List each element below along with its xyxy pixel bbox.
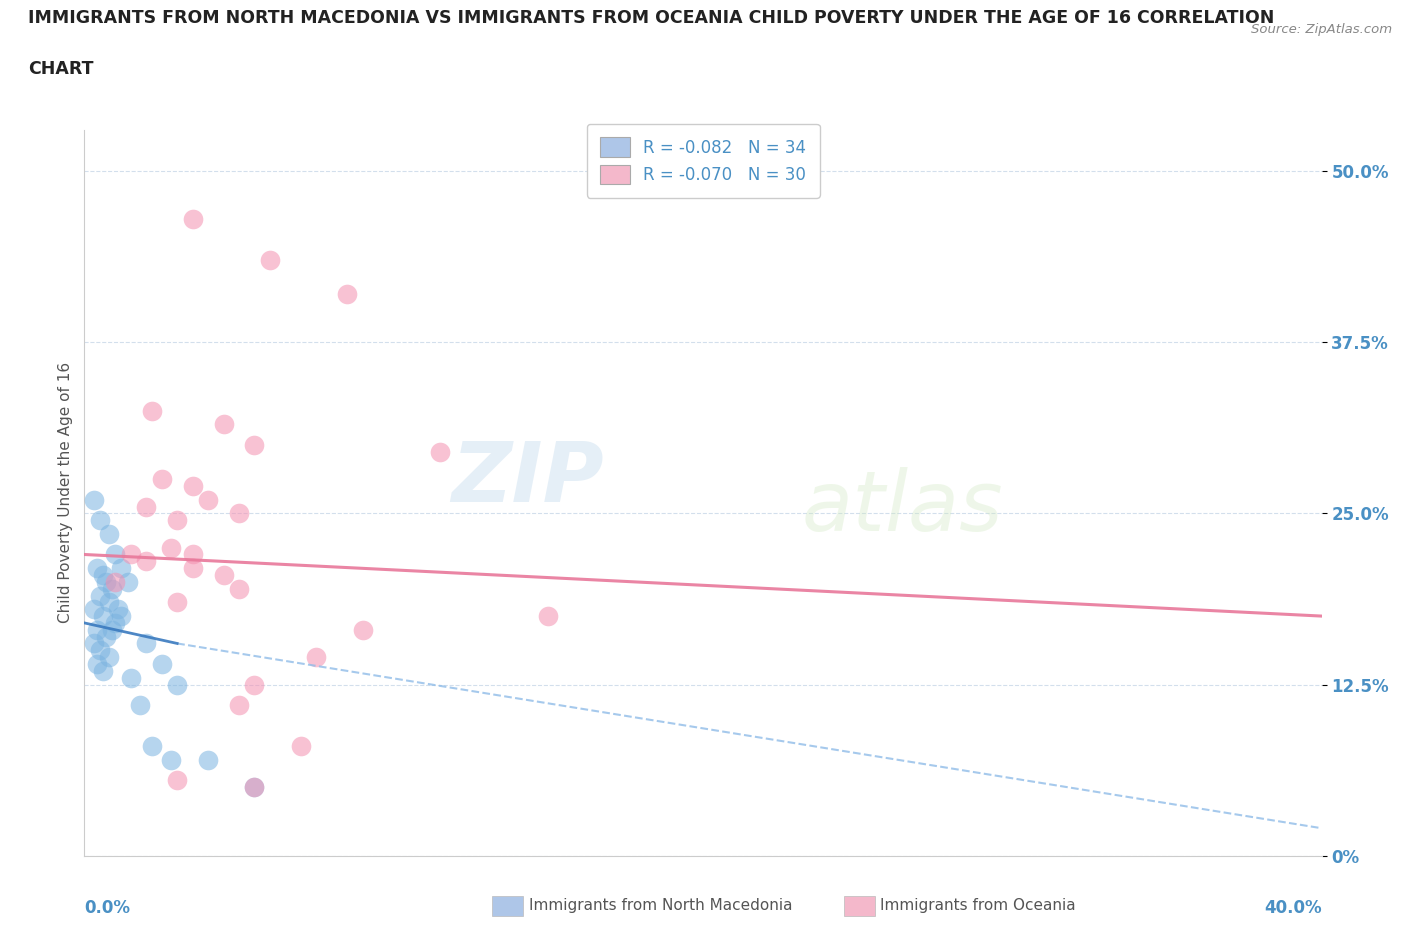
Point	[83, 636, 105, 651]
Point	[166, 512, 188, 527]
Point	[243, 779, 266, 794]
Point	[135, 554, 157, 569]
Text: CHART: CHART	[28, 60, 94, 78]
Point	[107, 602, 129, 617]
Point	[104, 547, 127, 562]
Point	[110, 608, 132, 623]
Point	[89, 643, 111, 658]
Point	[86, 561, 108, 576]
Text: atlas: atlas	[801, 467, 1004, 548]
Point	[135, 636, 157, 651]
Point	[117, 575, 139, 590]
Point	[94, 630, 117, 644]
Point	[166, 595, 188, 610]
Point	[259, 253, 281, 268]
Point	[120, 547, 142, 562]
Point	[104, 575, 127, 590]
Point	[537, 608, 560, 623]
Point	[135, 499, 157, 514]
Point	[243, 677, 266, 692]
Text: 40.0%: 40.0%	[1264, 899, 1322, 917]
Point	[305, 650, 328, 665]
Text: IMMIGRANTS FROM NORTH MACEDONIA VS IMMIGRANTS FROM OCEANIA CHILD POVERTY UNDER T: IMMIGRANTS FROM NORTH MACEDONIA VS IMMIG…	[28, 9, 1274, 27]
Point	[98, 595, 121, 610]
Point	[290, 738, 312, 753]
Point	[129, 698, 152, 712]
Point	[197, 752, 219, 767]
Point	[94, 575, 117, 590]
Point	[83, 492, 105, 507]
Point	[181, 212, 204, 227]
Point	[86, 657, 108, 671]
Text: Source: ZipAtlas.com: Source: ZipAtlas.com	[1251, 23, 1392, 36]
Point	[91, 663, 114, 678]
Text: ZIP: ZIP	[451, 438, 605, 519]
Point	[160, 540, 183, 555]
Point	[98, 650, 121, 665]
Point	[181, 547, 204, 562]
Y-axis label: Child Poverty Under the Age of 16: Child Poverty Under the Age of 16	[58, 363, 73, 623]
Point	[228, 581, 250, 596]
Point	[228, 506, 250, 521]
Text: Immigrants from Oceania: Immigrants from Oceania	[880, 898, 1076, 913]
Point	[98, 526, 121, 541]
Point	[181, 561, 204, 576]
Point	[91, 608, 114, 623]
Text: Immigrants from North Macedonia: Immigrants from North Macedonia	[529, 898, 792, 913]
Point	[150, 657, 173, 671]
Point	[104, 616, 127, 631]
Point	[141, 404, 163, 418]
Point	[101, 622, 124, 637]
Point	[89, 588, 111, 603]
Point	[91, 567, 114, 582]
Point	[336, 287, 359, 302]
Point	[212, 417, 235, 432]
Legend: R = -0.082   N = 34, R = -0.070   N = 30: R = -0.082 N = 34, R = -0.070 N = 30	[586, 124, 820, 197]
Point	[429, 445, 451, 459]
Point	[86, 622, 108, 637]
Point	[89, 512, 111, 527]
Point	[181, 479, 204, 494]
Point	[352, 622, 374, 637]
Point	[228, 698, 250, 712]
Point	[166, 773, 188, 788]
Point	[160, 752, 183, 767]
Point	[141, 738, 163, 753]
Point	[212, 567, 235, 582]
Point	[150, 472, 173, 486]
Point	[243, 779, 266, 794]
Point	[101, 581, 124, 596]
Point	[166, 677, 188, 692]
Point	[243, 437, 266, 452]
Point	[110, 561, 132, 576]
Text: 0.0%: 0.0%	[84, 899, 131, 917]
Point	[120, 671, 142, 685]
Point	[83, 602, 105, 617]
Point	[197, 492, 219, 507]
